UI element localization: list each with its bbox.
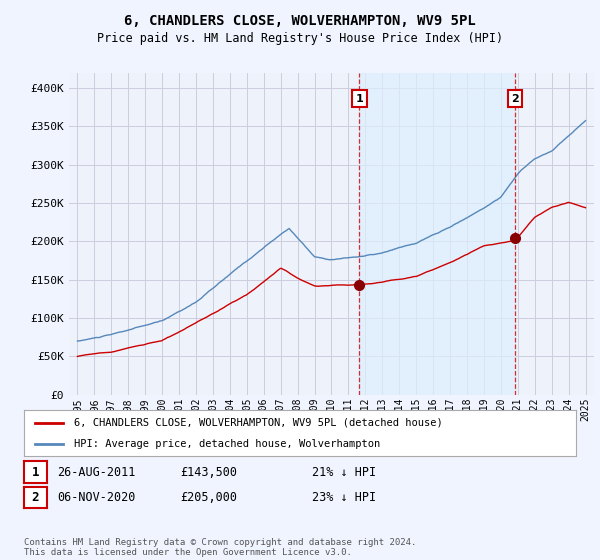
- Text: 2: 2: [511, 94, 519, 104]
- Bar: [359, 73, 515, 395]
- Text: Price paid vs. HM Land Registry's House Price Index (HPI): Price paid vs. HM Land Registry's House …: [97, 32, 503, 45]
- Text: 6, CHANDLERS CLOSE, WOLVERHAMPTON, WV9 5PL (detached house): 6, CHANDLERS CLOSE, WOLVERHAMPTON, WV9 5…: [74, 418, 442, 428]
- Text: £143,500: £143,500: [180, 465, 237, 479]
- Text: 23% ↓ HPI: 23% ↓ HPI: [312, 491, 376, 505]
- Text: 6, CHANDLERS CLOSE, WOLVERHAMPTON, WV9 5PL: 6, CHANDLERS CLOSE, WOLVERHAMPTON, WV9 5…: [124, 14, 476, 28]
- Text: 06-NOV-2020: 06-NOV-2020: [57, 491, 136, 505]
- Text: £205,000: £205,000: [180, 491, 237, 505]
- Text: 26-AUG-2011: 26-AUG-2011: [57, 465, 136, 479]
- Text: 2: 2: [32, 491, 39, 505]
- Text: Contains HM Land Registry data © Crown copyright and database right 2024.
This d: Contains HM Land Registry data © Crown c…: [24, 538, 416, 557]
- Text: HPI: Average price, detached house, Wolverhampton: HPI: Average price, detached house, Wolv…: [74, 439, 380, 449]
- Text: 1: 1: [32, 465, 39, 479]
- Text: 1: 1: [356, 94, 364, 104]
- Text: 21% ↓ HPI: 21% ↓ HPI: [312, 465, 376, 479]
